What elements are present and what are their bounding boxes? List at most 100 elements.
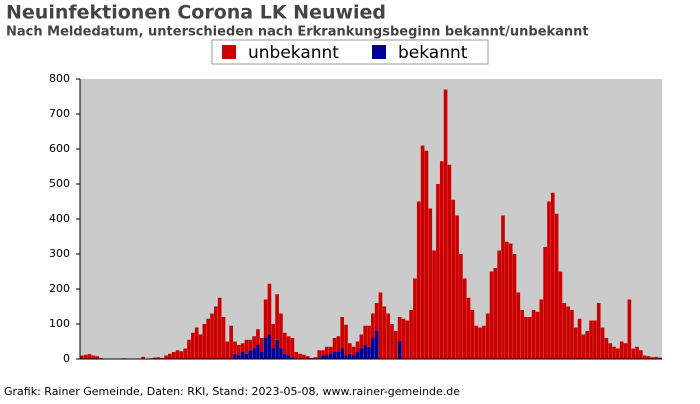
bar xyxy=(210,314,214,360)
bar xyxy=(635,347,639,359)
bar xyxy=(360,335,364,349)
legend-swatch xyxy=(222,45,236,59)
bar xyxy=(390,324,394,359)
bar xyxy=(608,343,612,359)
bar xyxy=(639,350,643,359)
bar xyxy=(597,303,601,359)
bar xyxy=(340,317,344,349)
bar xyxy=(256,345,260,359)
y-tick-label: 700 xyxy=(49,107,70,120)
bar xyxy=(241,352,245,359)
bar xyxy=(494,268,498,359)
bar xyxy=(559,272,563,360)
bar xyxy=(562,303,566,359)
legend-label: bekannt xyxy=(398,43,468,63)
bar xyxy=(271,324,275,349)
bar xyxy=(367,326,371,347)
bar xyxy=(206,319,210,359)
bar xyxy=(356,352,360,359)
y-tick-label: 100 xyxy=(49,317,70,330)
bar xyxy=(409,310,413,359)
y-tick-label: 400 xyxy=(49,212,70,225)
bar xyxy=(248,350,252,359)
bar xyxy=(91,356,95,360)
bar xyxy=(505,242,509,359)
bar xyxy=(402,319,406,359)
bar xyxy=(329,354,333,359)
bar xyxy=(486,314,490,360)
bar xyxy=(183,349,187,360)
bar xyxy=(375,331,379,359)
bar xyxy=(428,209,432,360)
bar xyxy=(593,321,597,360)
bar xyxy=(248,340,252,351)
bar xyxy=(283,333,287,354)
bar xyxy=(172,352,176,359)
bar xyxy=(344,356,348,360)
bar xyxy=(490,272,494,360)
bar xyxy=(363,345,367,359)
bar xyxy=(467,298,471,359)
bar xyxy=(321,356,325,360)
bar xyxy=(333,352,337,359)
bar xyxy=(382,307,386,360)
bar xyxy=(497,251,501,360)
bar xyxy=(264,338,268,359)
bar xyxy=(325,347,329,356)
bar xyxy=(264,300,268,339)
bar xyxy=(352,356,356,360)
bar xyxy=(348,343,352,354)
legend-label: unbekannt xyxy=(248,43,339,63)
bar xyxy=(275,294,279,340)
bar xyxy=(570,310,574,359)
bar xyxy=(275,340,279,359)
bar xyxy=(585,331,589,359)
bar xyxy=(417,202,421,360)
bar xyxy=(237,356,241,360)
bar xyxy=(394,331,398,359)
bar xyxy=(463,279,467,360)
bar xyxy=(474,326,478,359)
bar xyxy=(524,317,528,359)
bar xyxy=(252,336,256,348)
bar xyxy=(363,326,367,345)
y-tick-label: 600 xyxy=(49,142,70,155)
bar xyxy=(501,216,505,360)
bar xyxy=(517,293,521,360)
footer: Grafik: Rainer Gemeinde, Daten: RKI, Sta… xyxy=(4,385,460,398)
y-tick-label: 800 xyxy=(49,72,70,85)
y-tick-label: 300 xyxy=(49,247,70,260)
bar xyxy=(398,342,402,360)
bar xyxy=(405,321,409,360)
bar xyxy=(271,349,275,360)
bar xyxy=(233,342,237,354)
y-tick-label: 500 xyxy=(49,177,70,190)
bar xyxy=(589,321,593,360)
bar xyxy=(214,307,218,360)
bar xyxy=(203,324,207,359)
bar xyxy=(547,202,551,360)
bar xyxy=(612,347,616,359)
bar xyxy=(222,317,226,359)
bar xyxy=(283,354,287,359)
bar xyxy=(386,314,390,360)
bar xyxy=(352,347,356,356)
bar xyxy=(337,336,341,352)
legend-swatch xyxy=(372,45,386,59)
bar xyxy=(294,352,298,359)
bar xyxy=(260,338,264,352)
bar xyxy=(245,354,249,359)
bar xyxy=(578,319,582,359)
bar xyxy=(451,200,455,359)
bar xyxy=(478,328,482,360)
bar xyxy=(436,184,440,359)
bar xyxy=(551,193,555,359)
bar xyxy=(643,356,647,360)
bar xyxy=(532,310,536,359)
bar xyxy=(88,354,92,359)
bar xyxy=(425,151,429,359)
bar xyxy=(536,312,540,359)
bar xyxy=(348,354,352,359)
bar xyxy=(80,356,84,360)
